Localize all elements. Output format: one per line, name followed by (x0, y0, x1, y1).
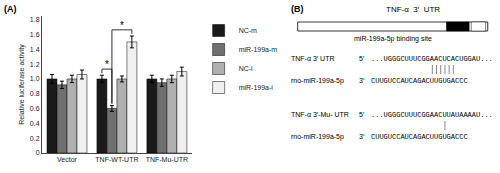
svg-text:rno-miR-199a-5p: rno-miR-199a-5p (291, 133, 344, 141)
svg-text:1.6: 1.6 (30, 31, 40, 38)
svg-text:miR-199a-5p binding site: miR-199a-5p binding site (354, 35, 432, 43)
svg-text:...UGGGCUUUCGGAACUCACUGGAU...: ...UGGGCUUUCGGAACUCACUGGAU... (371, 55, 493, 63)
svg-text:1.8: 1.8 (30, 16, 40, 23)
svg-text:*: * (105, 59, 109, 70)
svg-text:CUUGUCCAUCAGACUUGUGACCC: CUUGUCCAUCAGACUUGUGACCC (371, 133, 468, 141)
svg-text:(B): (B) (291, 4, 304, 14)
svg-text:3′: 3′ (359, 133, 365, 140)
svg-text:TNF-Mu-UTR: TNF-Mu-UTR (146, 156, 188, 163)
svg-text:miR-199a-m: miR-199a-m (239, 46, 278, 53)
svg-text:1.4: 1.4 (30, 46, 40, 53)
svg-text:TNF-WT-UTR: TNF-WT-UTR (95, 156, 138, 163)
svg-text:0: 0 (36, 149, 40, 156)
svg-text:TNF-α 3′-Mu- UTR: TNF-α 3′-Mu- UTR (291, 111, 349, 118)
svg-text:1.2: 1.2 (30, 61, 40, 68)
svg-text:0.8: 0.8 (30, 90, 40, 97)
svg-text:Vector: Vector (57, 156, 78, 163)
svg-text:0.6: 0.6 (30, 105, 40, 112)
svg-text:NC-m: NC-m (239, 27, 257, 34)
svg-text:0.4: 0.4 (30, 120, 40, 127)
svg-text:miR-199a-i: miR-199a-i (239, 84, 274, 91)
svg-text:(A): (A) (4, 4, 17, 14)
svg-text:*: * (120, 20, 124, 31)
svg-text:0.2: 0.2 (30, 135, 40, 142)
svg-text:1.0: 1.0 (30, 75, 40, 82)
svg-text:3′: 3′ (359, 77, 365, 84)
svg-text:CUUGUCCAUCAGACUUGUGACCC: CUUGUCCAUCAGACUUGUGACCC (371, 77, 468, 85)
svg-text:5′: 5′ (359, 111, 365, 118)
svg-text:NC-i: NC-i (239, 65, 253, 72)
svg-text:5′: 5′ (359, 55, 365, 62)
svg-text:rno-miR-199a-5p: rno-miR-199a-5p (291, 77, 344, 85)
svg-text:Relative luciferase activity: Relative luciferase activity (18, 44, 26, 125)
svg-text:...UGGGCUUUCGGAACUUAUAAAAU...: ...UGGGCUUUCGGAACUUAUAAAAU... (371, 111, 493, 119)
svg-text:TNF-α 3′ UTR: TNF-α 3′ UTR (386, 5, 440, 14)
svg-text:TNF-α 3′ UTR: TNF-α 3′ UTR (291, 55, 334, 62)
